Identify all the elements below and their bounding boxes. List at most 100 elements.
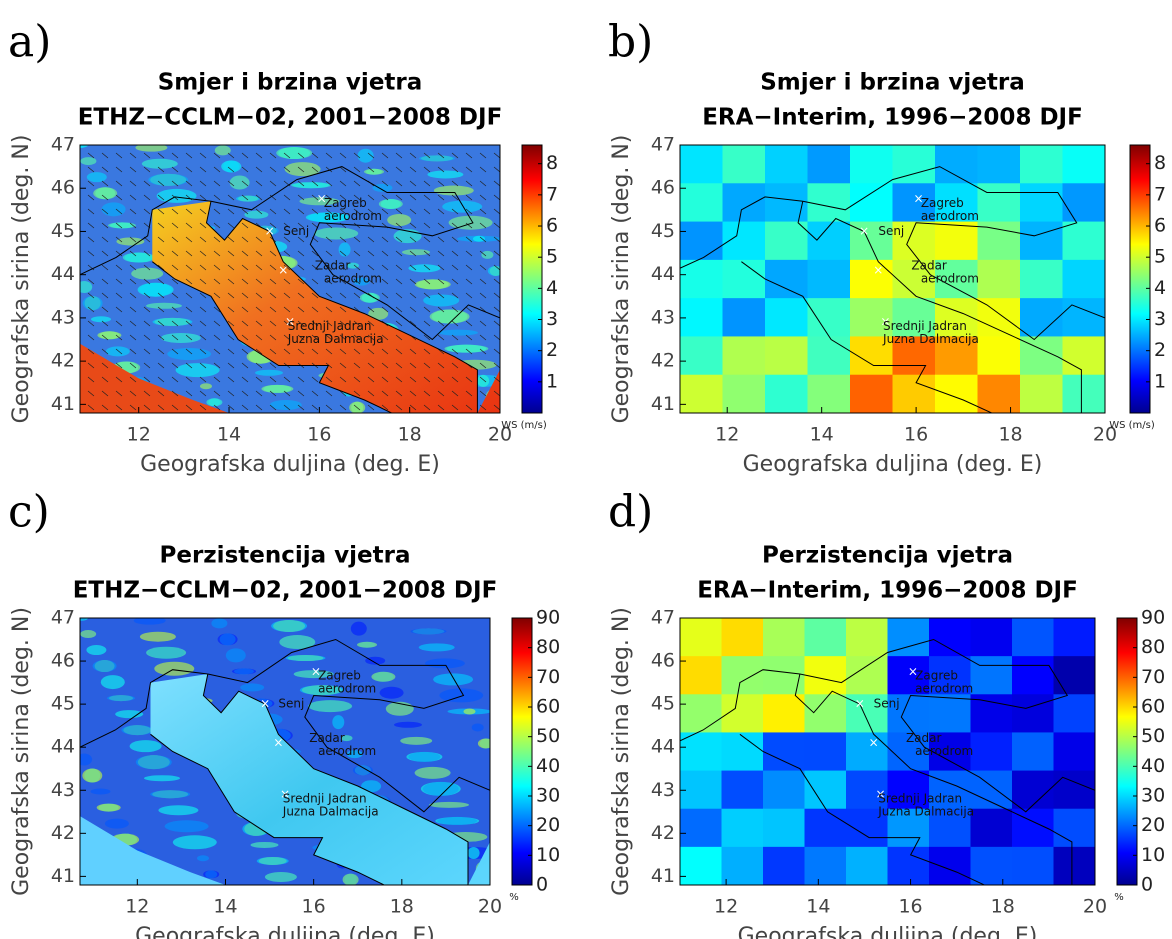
x-axis-label: Geografska duljina (deg. E)	[738, 924, 1038, 939]
wind-arrow	[325, 376, 333, 383]
field-blob	[97, 331, 122, 340]
colorbar-tick-label: 3	[1154, 308, 1166, 330]
place-label: Zadar	[906, 731, 942, 745]
wind-arrow	[367, 306, 375, 313]
x-tick-label: 16	[898, 896, 922, 918]
wind-arrow	[171, 264, 179, 271]
wind-arrow	[283, 222, 291, 229]
field-blob	[314, 227, 359, 240]
field-blob	[408, 264, 441, 273]
panel-subtitle: ERA−Interim, 1996−2008 DJF	[702, 105, 1083, 131]
wind-arrow	[297, 264, 305, 271]
colorbar-tick-label: 6	[1154, 215, 1166, 237]
wind-arrow	[339, 264, 347, 271]
field-blob	[86, 172, 107, 183]
coastline	[150, 733, 386, 885]
wind-arrow	[213, 264, 221, 271]
wind-arrow	[171, 362, 179, 369]
wind-arrow	[437, 404, 445, 411]
grid-cell	[722, 374, 766, 413]
field-blob	[276, 147, 313, 160]
field-blob	[477, 374, 490, 387]
place-label: Zagreb	[921, 196, 964, 210]
wind-arrow	[185, 264, 193, 271]
field-blob	[269, 399, 302, 410]
field-blob	[487, 265, 500, 276]
place-marker: ×	[278, 263, 288, 277]
wind-arrow	[325, 236, 333, 243]
grid-cell	[887, 846, 930, 885]
wind-arrow	[339, 348, 347, 355]
wind-arrow	[395, 222, 403, 229]
map	[80, 618, 490, 885]
wind-arrow	[143, 320, 151, 327]
field-blob	[433, 673, 474, 686]
wind-arrow	[213, 180, 221, 187]
field-blob	[372, 183, 393, 192]
grid-cell	[929, 732, 971, 772]
wind-arrow	[269, 376, 277, 383]
wind-arrow	[213, 334, 221, 341]
wind-arrow	[479, 362, 487, 369]
grid-cell	[1062, 183, 1105, 223]
field-blob	[167, 348, 212, 361]
field-blob	[419, 155, 455, 162]
colorbar-tick-label: 4	[546, 277, 558, 299]
wind-arrow	[367, 362, 375, 369]
wind-arrow	[283, 348, 291, 355]
wind-arrow	[143, 404, 151, 411]
grid-cell	[763, 808, 805, 848]
field-blob	[90, 788, 111, 795]
wind-arrow	[465, 236, 473, 243]
grid-cell	[804, 694, 847, 733]
wind-arrow	[185, 362, 193, 369]
wind-arrow	[367, 390, 375, 397]
wind-arrow	[311, 306, 319, 313]
field-blob	[144, 775, 180, 782]
wind-arrow	[297, 306, 305, 313]
wind-arrow	[493, 208, 500, 215]
field-blob	[122, 252, 155, 263]
field-blob	[92, 660, 117, 673]
place-label: aerodrom	[318, 682, 376, 696]
wind-arrow	[493, 376, 500, 383]
wind-arrow	[339, 292, 347, 299]
wind-arrow	[493, 166, 500, 173]
wind-arrow	[199, 194, 207, 201]
wind-arrow	[283, 236, 291, 243]
place-label: Zagreb	[324, 196, 367, 210]
wind-arrow	[395, 320, 403, 327]
field-blob	[82, 296, 103, 311]
wind-arrow	[129, 306, 137, 313]
grid-cell	[804, 732, 847, 772]
panel: b) Smjer i brzina vjetra ERA−Interim, 1996…	[608, 17, 1166, 478]
wind-arrow	[325, 250, 333, 257]
wind-arrow	[437, 250, 445, 257]
panel-label: c)	[8, 487, 50, 538]
colorbar-tick-label: 7	[546, 183, 558, 205]
y-tick-label: 45	[51, 693, 75, 715]
field-blob	[133, 618, 166, 625]
wind-arrow	[297, 292, 305, 299]
wind-arrow	[437, 264, 445, 271]
grid-cell	[722, 298, 766, 337]
wind-arrow	[297, 404, 305, 411]
wind-arrow	[227, 222, 235, 229]
wind-arrow	[199, 264, 207, 271]
wind-arrow	[171, 250, 179, 257]
coastline	[680, 669, 800, 742]
wind-arrow	[157, 250, 165, 257]
grid-cell	[763, 770, 805, 810]
place-label: Senj	[283, 224, 309, 238]
field-blob	[473, 235, 485, 242]
grid-cell	[887, 808, 930, 848]
x-tick-label: 12	[127, 424, 151, 446]
x-tick-label: 12	[714, 896, 738, 918]
wind-arrow	[143, 306, 151, 313]
colorbar-unit: %	[1114, 892, 1124, 903]
wind-arrow	[157, 320, 165, 327]
wind-arrow	[241, 362, 249, 369]
wind-arrow	[451, 404, 459, 411]
wind-arrow	[437, 222, 445, 229]
grid-cell	[929, 808, 971, 848]
